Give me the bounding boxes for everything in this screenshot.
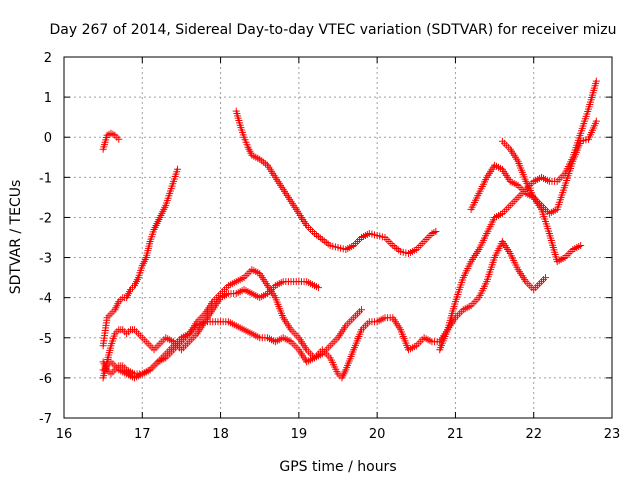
data-point-s4 xyxy=(357,306,365,314)
data-point-s3 xyxy=(541,274,549,282)
grid xyxy=(64,57,612,418)
plot-frame xyxy=(63,56,613,419)
x-tick-label: 21 xyxy=(447,427,464,442)
y-tick-label: 2 xyxy=(44,51,52,66)
y-axis-label: SDTVAR / TECUs xyxy=(8,180,24,295)
data-point-s6 xyxy=(592,77,600,85)
y-tick-label: -1 xyxy=(39,171,52,186)
x-tick-label: 18 xyxy=(212,427,229,442)
data-point-s5 xyxy=(432,227,440,235)
x-tick-label: 17 xyxy=(134,427,151,442)
y-tick-label: -4 xyxy=(39,292,52,307)
data-point-s8 xyxy=(577,242,585,250)
x-tick-label: 20 xyxy=(369,427,386,442)
x-tick-label: 23 xyxy=(604,427,621,442)
x-tick-label: 19 xyxy=(291,427,308,442)
data-point-s7 xyxy=(592,117,600,125)
y-tick-label: 0 xyxy=(44,131,52,146)
chart-title: Day 267 of 2014, Sidereal Day-to-day VTE… xyxy=(50,22,617,38)
y-tick-label: -6 xyxy=(39,372,52,387)
x-tick-label: 16 xyxy=(56,427,73,442)
y-tick-label: -2 xyxy=(39,211,52,226)
data-point-s2 xyxy=(314,284,322,292)
data-points xyxy=(99,77,600,382)
x-axis-label: GPS time / hours xyxy=(279,459,396,475)
y-tick-label: 1 xyxy=(44,91,52,106)
y-tick-label: -5 xyxy=(39,332,52,347)
data-point-s1 xyxy=(174,165,182,173)
y-tick-label: -3 xyxy=(39,252,52,267)
y-tick-label: -7 xyxy=(39,412,52,427)
data-point-s0 xyxy=(115,135,123,143)
x-tick-label: 22 xyxy=(525,427,542,442)
